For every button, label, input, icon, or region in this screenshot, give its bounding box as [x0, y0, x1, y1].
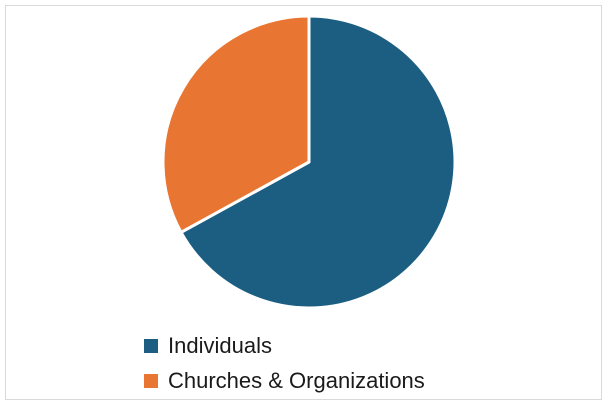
chart-frame: Individuals Churches & Organizations — [5, 5, 602, 400]
pie-slice-churches-organizations — [161, 14, 311, 234]
pie-slice-individuals — [179, 14, 457, 310]
legend: Individuals Churches & Organizations — [144, 328, 425, 398]
legend-item: Individuals — [144, 328, 425, 363]
pie-chart — [161, 14, 457, 310]
legend-label-individuals: Individuals — [168, 332, 272, 358]
legend-label-churches-organizations: Churches & Organizations — [168, 367, 425, 393]
legend-item: Churches & Organizations — [144, 363, 425, 398]
legend-swatch-individuals — [144, 338, 158, 353]
legend-swatch-churches-organizations — [144, 373, 158, 388]
